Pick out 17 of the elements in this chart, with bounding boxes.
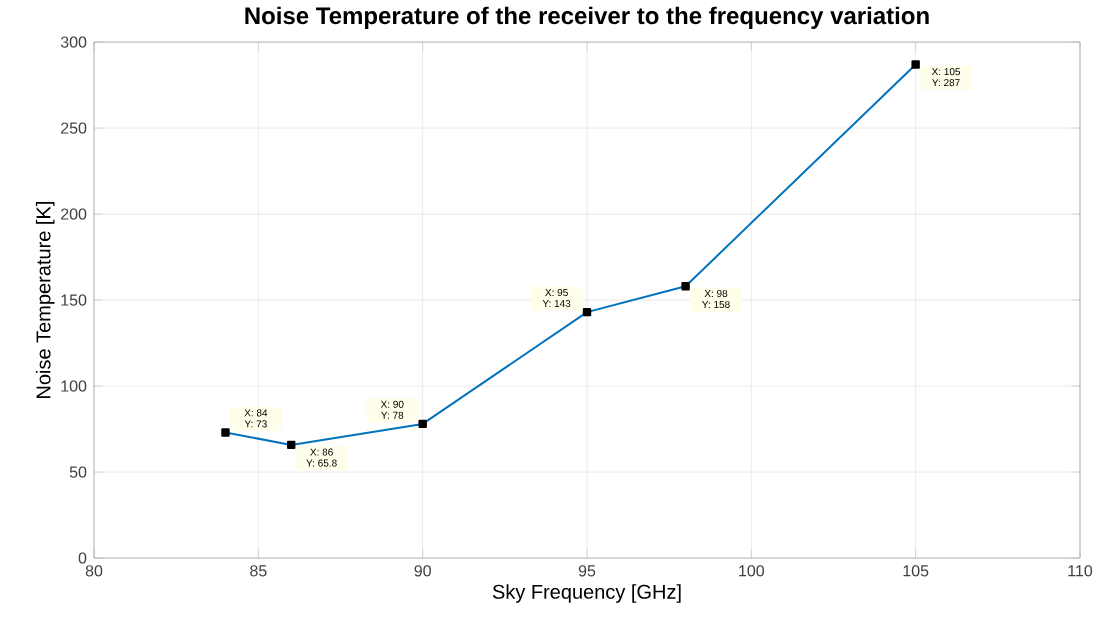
y-tick-label: 0: [78, 552, 87, 564]
x-tick-label: 90: [414, 565, 431, 577]
y-tick-label: 300: [60, 36, 87, 48]
y-tick-label: 150: [61, 294, 87, 306]
x-tick-label: 85: [250, 565, 267, 577]
y-tick-label: 250: [61, 122, 87, 134]
x-tick-label: 105: [903, 565, 929, 577]
x-tick-label: 95: [578, 565, 596, 577]
x-tick-label: 110: [1068, 565, 1093, 577]
x-tick-label: 100: [739, 565, 765, 577]
x-tick-label: 80: [85, 565, 103, 577]
y-tick-label: 50: [69, 466, 87, 478]
y-tick-label: 100: [61, 380, 87, 392]
y-axis-title: Noise Temperature [K]: [35, 202, 55, 398]
y-tick-label: 200: [61, 208, 87, 220]
chart-title: Noise Temperature of the receiver to the frequency variation: [245, 6, 929, 29]
x-axis-title: Sky Frequency [GHz]: [492, 584, 681, 603]
